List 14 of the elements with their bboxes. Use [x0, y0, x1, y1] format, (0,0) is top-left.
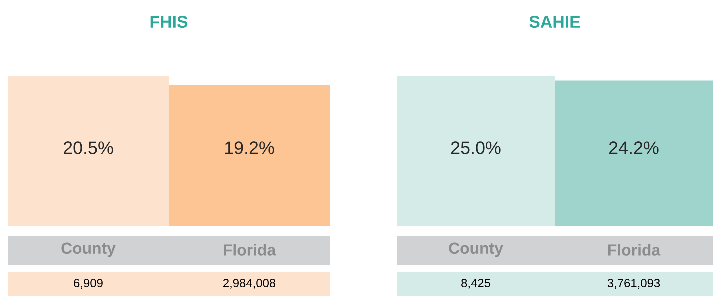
x-tick-label: County [62, 242, 116, 258]
text: 2,984,008 [224, 279, 276, 289]
x-tick-label: Florida [608, 244, 661, 256]
text: 6,909 [74, 279, 103, 289]
data-label: 19.2% [225, 142, 274, 154]
x-tick-label: County [449, 242, 504, 258]
chart-title: SAHIE [530, 16, 580, 28]
data-label: 25.0% [451, 142, 501, 154]
data-label: 24.2% [609, 142, 659, 154]
chart-title: FHIS [150, 16, 188, 28]
text: 3,761,093 [608, 279, 660, 289]
data-label: 20.5% [64, 142, 114, 154]
text: 8,425 [462, 279, 490, 289]
x-tick-label: Florida [224, 244, 276, 256]
